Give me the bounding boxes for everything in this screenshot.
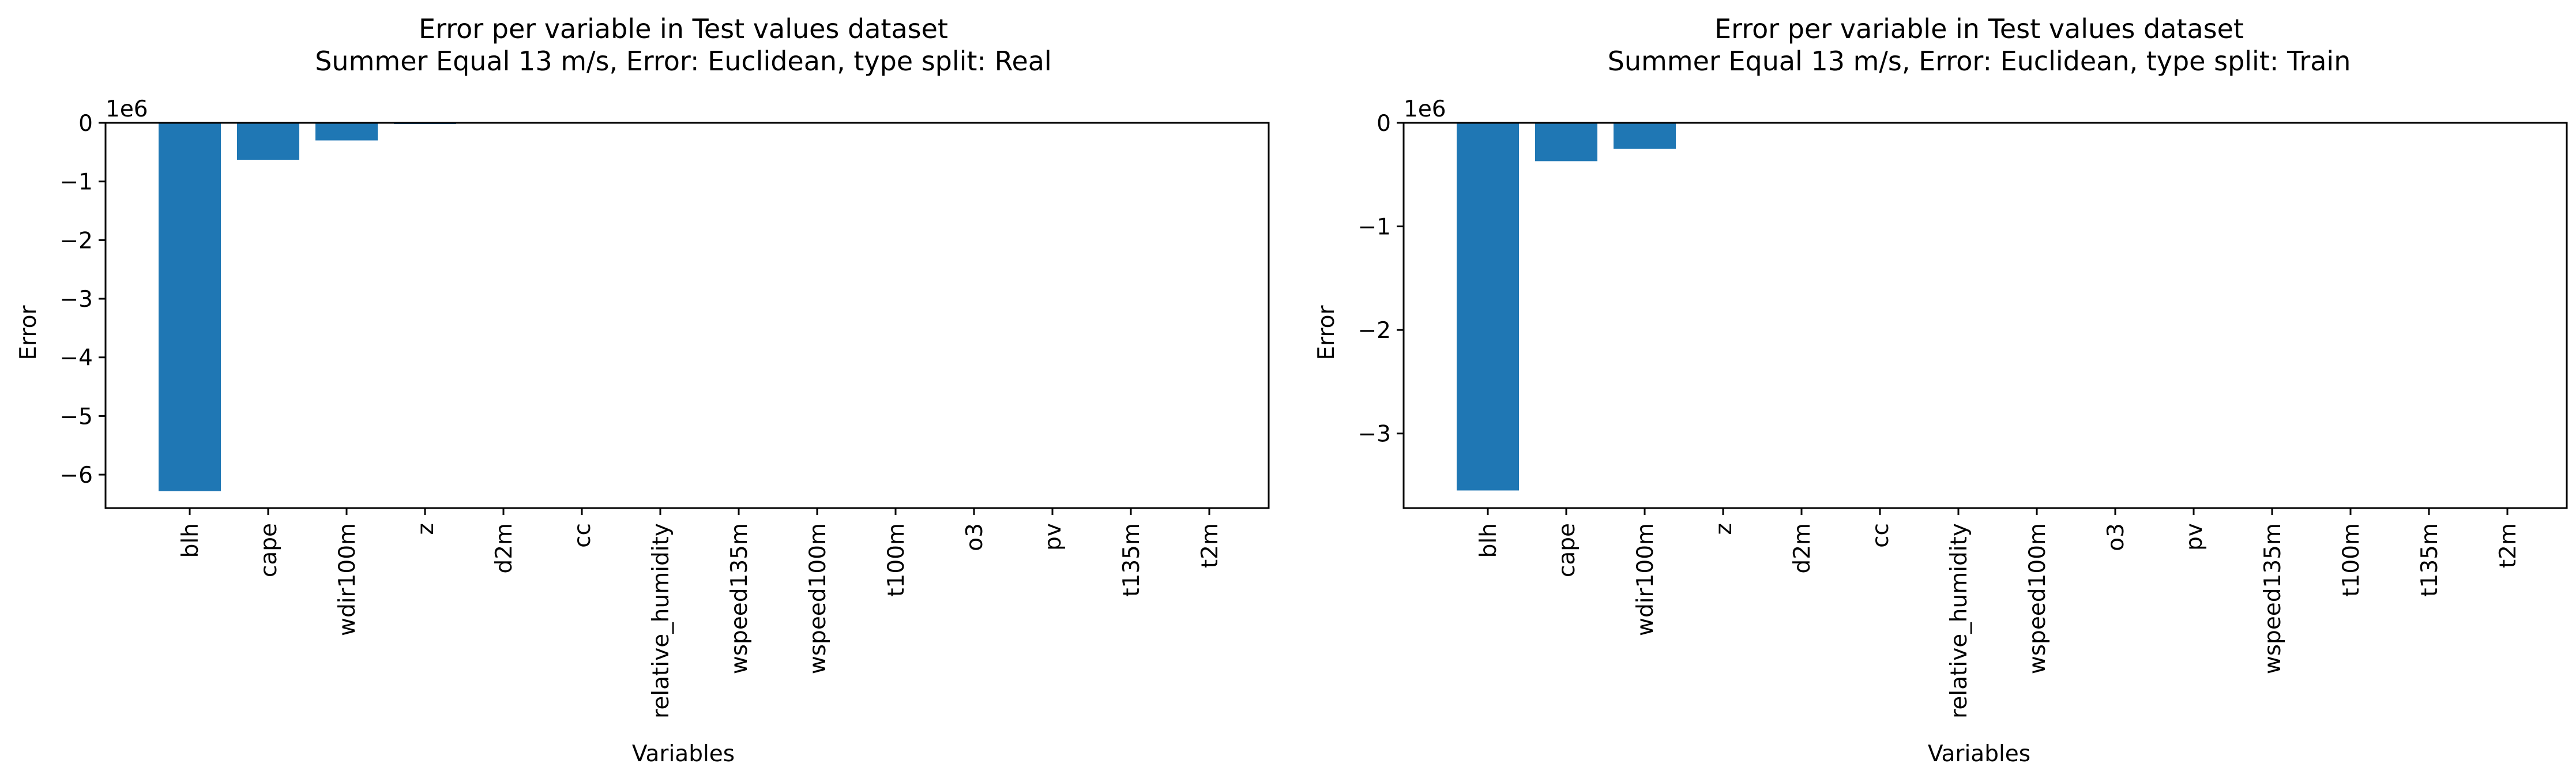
x-tick-label: t2m bbox=[1197, 523, 1223, 568]
x-tick-label: wspeed100m bbox=[805, 523, 831, 674]
x-tick-label: t100m bbox=[883, 523, 909, 597]
chart-subtitle: Summer Equal 13 m/s, Error: Euclidean, t… bbox=[1608, 46, 2351, 77]
x-tick-label: blh bbox=[178, 523, 204, 558]
bars bbox=[1457, 123, 1676, 491]
chart-title: Error per variable in Test values datase… bbox=[1714, 13, 2244, 44]
y-offset-label: 1e6 bbox=[106, 96, 148, 122]
plot-frame bbox=[104, 122, 1270, 509]
x-tick-label: wspeed135m bbox=[2260, 523, 2286, 674]
bar-cape bbox=[1535, 123, 1597, 161]
x-tick-label: d2m bbox=[491, 523, 517, 574]
x-tick-label: cc bbox=[1868, 523, 1894, 548]
y-tick-label: −1 bbox=[1358, 215, 1392, 240]
x-tick-label: cape bbox=[256, 523, 282, 577]
plot-frame bbox=[1402, 122, 2568, 509]
x-tick-label: wdir100m bbox=[334, 523, 360, 636]
y-ticks: 0 −1 −2 −3 −4 −5 −6 bbox=[60, 111, 106, 488]
x-tick-label: t100m bbox=[2338, 523, 2364, 597]
chart-subtitle: Summer Equal 13 m/s, Error: Euclidean, t… bbox=[315, 46, 1052, 77]
bar-wdir100m bbox=[315, 123, 378, 141]
x-tick-label: t2m bbox=[2495, 523, 2521, 568]
x-axis-label: Variables bbox=[1928, 741, 2030, 767]
y-tick-label: −1 bbox=[60, 170, 93, 196]
x-tick-label: t135m bbox=[1119, 523, 1145, 597]
x-tick-label: t135m bbox=[2417, 523, 2443, 597]
bar-cape bbox=[237, 123, 299, 160]
y-tick-label: −3 bbox=[1358, 422, 1392, 448]
x-tick-label: wspeed135m bbox=[727, 523, 753, 674]
bar-blh bbox=[159, 123, 221, 491]
bars bbox=[159, 123, 456, 491]
y-tick-label: −3 bbox=[60, 287, 93, 313]
y-offset-label: 1e6 bbox=[1404, 96, 1446, 122]
y-tick-label: 0 bbox=[78, 111, 93, 137]
y-tick-label: −4 bbox=[60, 345, 93, 371]
x-ticks: blh cape wdir100m z d2m cc relative_humidity ws… bbox=[178, 508, 1223, 719]
x-tick-label: relative_humidity bbox=[1946, 523, 1972, 719]
y-tick-label: −2 bbox=[1358, 318, 1392, 344]
x-ticks: blh cape wdir100m z d2m cc relative_humidity ws… bbox=[1476, 508, 2521, 719]
x-tick-label: blh bbox=[1476, 523, 1502, 558]
x-tick-label: wdir100m bbox=[1633, 523, 1659, 636]
y-ticks: 0 −1 −2 −3 bbox=[1358, 111, 1404, 448]
y-tick-label: −6 bbox=[60, 463, 93, 488]
x-tick-label: o3 bbox=[962, 523, 988, 551]
x-tick-label: pv bbox=[2182, 523, 2208, 551]
chart-real: Error per variable in Test values datase… bbox=[16, 13, 1270, 767]
x-tick-label: z bbox=[1711, 523, 1737, 535]
x-tick-label: d2m bbox=[1789, 523, 1815, 574]
bar-blh bbox=[1457, 123, 1519, 491]
bar-wdir100m bbox=[1614, 123, 1676, 149]
y-tick-label: 0 bbox=[1377, 111, 1391, 137]
x-tick-label: o3 bbox=[2103, 523, 2129, 551]
y-axis-label: Error bbox=[1314, 305, 1340, 360]
chart-title: Error per variable in Test values datase… bbox=[419, 13, 948, 44]
x-tick-label: relative_humidity bbox=[648, 523, 674, 719]
x-tick-label: z bbox=[413, 523, 439, 535]
y-axis-label: Error bbox=[16, 305, 42, 360]
y-tick-label: −5 bbox=[60, 404, 93, 430]
x-tick-label: wspeed100m bbox=[2025, 523, 2051, 674]
chart-train: Error per variable in Test values datase… bbox=[1314, 13, 2568, 767]
x-tick-label: cc bbox=[570, 523, 596, 548]
x-tick-label: pv bbox=[1040, 523, 1066, 551]
x-tick-label: cape bbox=[1554, 523, 1580, 577]
x-axis-label: Variables bbox=[632, 741, 735, 767]
y-tick-label: −2 bbox=[60, 228, 93, 254]
